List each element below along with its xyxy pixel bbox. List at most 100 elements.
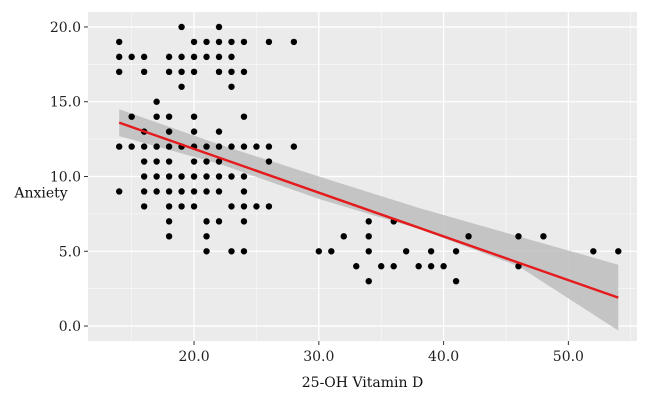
data-point	[153, 173, 160, 180]
data-point	[228, 143, 235, 150]
data-point	[240, 173, 248, 180]
data-point	[215, 53, 223, 61]
y-tick-label: 10.0	[50, 170, 81, 186]
data-point	[165, 143, 173, 150]
data-point	[165, 173, 173, 180]
x-axis-ticks: 20.0 30.0 40.0 50.0	[178, 341, 584, 365]
data-point	[390, 263, 397, 270]
data-point	[165, 53, 173, 61]
data-point	[140, 68, 148, 76]
data-point	[153, 98, 160, 105]
data-point	[215, 128, 223, 135]
data-point	[203, 218, 210, 225]
data-point	[228, 173, 235, 180]
data-point	[315, 248, 323, 255]
data-point	[415, 263, 422, 270]
data-point	[140, 173, 148, 180]
data-point	[203, 143, 210, 150]
data-point	[128, 113, 135, 120]
data-point	[402, 248, 410, 255]
data-point	[140, 53, 148, 61]
y-tick-label: 5.0	[59, 244, 81, 260]
data-point	[165, 203, 173, 210]
data-point	[165, 218, 173, 225]
regression-line	[118, 121, 619, 299]
data-point	[203, 233, 210, 240]
data-point	[153, 143, 160, 150]
data-point	[590, 248, 597, 255]
data-point	[203, 53, 210, 61]
data-point	[215, 173, 223, 180]
data-point	[540, 233, 547, 240]
data-point	[140, 203, 148, 210]
x-axis-title: 25-OH Vitamin D	[302, 375, 423, 391]
data-point	[228, 38, 235, 46]
data-point	[203, 38, 210, 46]
data-point	[215, 188, 223, 195]
data-point	[115, 38, 123, 46]
data-point	[378, 263, 385, 270]
data-point	[240, 68, 248, 76]
data-point	[328, 248, 335, 255]
data-point	[240, 203, 248, 210]
data-point	[465, 233, 472, 240]
y-axis-ticks: 0.0 5.0 10.0 15.0 20.0	[50, 20, 88, 335]
data-point	[178, 188, 185, 195]
data-point	[115, 188, 123, 195]
data-point	[140, 188, 148, 195]
data-point	[190, 188, 198, 195]
data-point	[165, 233, 173, 240]
data-point	[240, 248, 248, 255]
data-point	[203, 188, 210, 195]
data-point	[228, 83, 235, 90]
data-point	[228, 53, 235, 61]
confidence-band-layer	[119, 109, 619, 331]
x-tick-label: 50.0	[553, 349, 584, 365]
y-axis-title: Anxiety	[13, 185, 67, 201]
data-point	[190, 158, 198, 165]
data-point	[353, 263, 360, 270]
data-point	[178, 23, 185, 31]
data-point	[290, 143, 298, 150]
data-point	[190, 173, 198, 180]
y-tick-label: 0.0	[59, 319, 81, 335]
data-point	[153, 113, 160, 120]
data-point	[190, 128, 198, 135]
data-point	[178, 203, 185, 210]
data-point	[115, 53, 123, 61]
data-point	[178, 53, 185, 61]
data-point	[190, 38, 198, 46]
data-point	[265, 143, 273, 150]
data-point	[240, 218, 248, 225]
x-tick-label: 40.0	[428, 349, 459, 365]
data-point	[215, 23, 223, 31]
data-point	[115, 143, 123, 150]
data-point	[140, 158, 148, 165]
y-tick-label: 15.0	[50, 95, 81, 111]
data-point	[253, 203, 260, 210]
data-point	[165, 128, 173, 135]
data-point	[215, 143, 223, 150]
data-point	[265, 158, 273, 165]
data-point	[228, 68, 235, 76]
data-point	[178, 68, 185, 76]
data-point	[215, 68, 223, 76]
data-point	[240, 38, 248, 46]
data-point	[340, 233, 347, 240]
data-point	[240, 113, 248, 120]
data-point	[265, 203, 273, 210]
x-tick-label: 20.0	[178, 349, 209, 365]
points-layer	[115, 23, 622, 285]
data-point	[452, 277, 460, 285]
data-point	[365, 277, 372, 285]
data-point	[165, 188, 173, 195]
data-point	[240, 143, 248, 150]
data-point	[203, 248, 210, 255]
data-point	[140, 143, 148, 150]
data-point	[365, 248, 372, 255]
data-point	[365, 233, 372, 240]
regression-line-layer	[118, 121, 619, 299]
data-point	[203, 158, 210, 165]
data-point	[228, 203, 235, 210]
